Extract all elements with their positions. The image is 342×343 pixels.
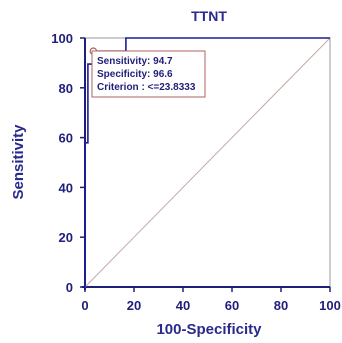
annotation-box [91, 50, 206, 98]
annotation-criterion: Criterion : <=23.8333 [97, 82, 196, 93]
y-tick-label: 40 [59, 180, 73, 195]
x-axis-label: 100-Specificity [156, 321, 262, 338]
x-tick-label: 0 [81, 298, 88, 313]
x-tick-label: 60 [225, 298, 239, 313]
x-tick-label: 100 [319, 298, 341, 313]
reference-diagonal-line [84, 37, 331, 288]
chart-title: TTNT [191, 8, 227, 24]
annotation-sensitivity: Sensitivity: 94.7 [97, 56, 173, 67]
criterion-annotation: Sensitivity: 94.7 Specificity: 96.6 Crit… [91, 50, 206, 98]
x-tick-label: 80 [274, 298, 288, 313]
y-tick-label: 80 [59, 81, 73, 96]
y-tick-label: 0 [66, 280, 73, 295]
y-axis-ticks: 0 20 40 60 80 100 [51, 31, 85, 295]
x-tick-label: 20 [127, 298, 141, 313]
y-axis-label: Sensitivity [10, 124, 27, 200]
x-axis-ticks: 0 20 40 60 80 100 [81, 287, 341, 313]
y-tick-label: 100 [51, 31, 73, 46]
x-tick-label: 40 [176, 298, 190, 313]
y-tick-label: 20 [59, 230, 73, 245]
annotation-specificity: Specificity: 96.6 [97, 69, 173, 80]
y-tick-label: 60 [59, 131, 73, 146]
